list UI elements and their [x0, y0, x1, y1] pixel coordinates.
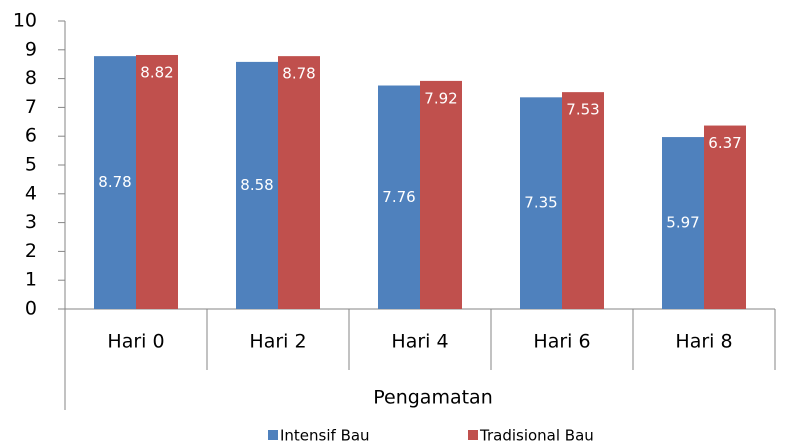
legend-label: Intensif Bau: [280, 427, 370, 445]
data-label: 6.37: [708, 134, 741, 152]
y-tick-label: 2: [25, 240, 37, 262]
y-tick-label: 10: [13, 10, 37, 32]
bar: [378, 85, 420, 310]
bar: [562, 92, 604, 309]
y-tick-label: 0: [25, 298, 37, 320]
data-label: 7.53: [566, 101, 599, 119]
x-tick-label: Hari 2: [249, 331, 306, 353]
x-axis-title: Pengamatan: [373, 387, 493, 409]
bar: [704, 125, 746, 309]
y-tick-label: 6: [25, 125, 37, 147]
x-tick-label: Hari 6: [533, 331, 590, 353]
y-tick-label: 1: [25, 269, 37, 291]
legend-swatch: [268, 430, 278, 440]
data-label: 7.76: [382, 188, 415, 206]
data-label: 8.82: [140, 63, 173, 81]
legend-swatch: [468, 430, 478, 440]
bar: [278, 56, 320, 309]
bar: [236, 61, 278, 310]
y-tick-label: 3: [25, 211, 37, 233]
x-tick-label: Hari 0: [107, 331, 164, 353]
data-label: 5.97: [666, 214, 699, 232]
bar: [94, 56, 136, 309]
y-tick-label: 9: [25, 38, 37, 60]
y-tick-label: 4: [25, 182, 37, 204]
bar: [420, 80, 462, 310]
data-label: 8.78: [98, 173, 131, 191]
y-tick-label: 7: [25, 96, 37, 118]
data-label: 8.78: [282, 65, 315, 83]
x-tick-label: Hari 8: [675, 331, 732, 353]
bar: [520, 97, 562, 309]
x-tick-label: Hari 4: [391, 331, 448, 353]
bar: [136, 54, 178, 309]
data-label: 7.92: [424, 89, 457, 107]
bar: [662, 137, 704, 309]
legend-label: Tradisional Bau: [479, 427, 594, 445]
y-tick-label: 5: [25, 154, 37, 176]
data-label: 8.58: [240, 176, 273, 194]
data-label: 7.35: [524, 194, 557, 212]
y-tick-label: 8: [25, 67, 37, 89]
